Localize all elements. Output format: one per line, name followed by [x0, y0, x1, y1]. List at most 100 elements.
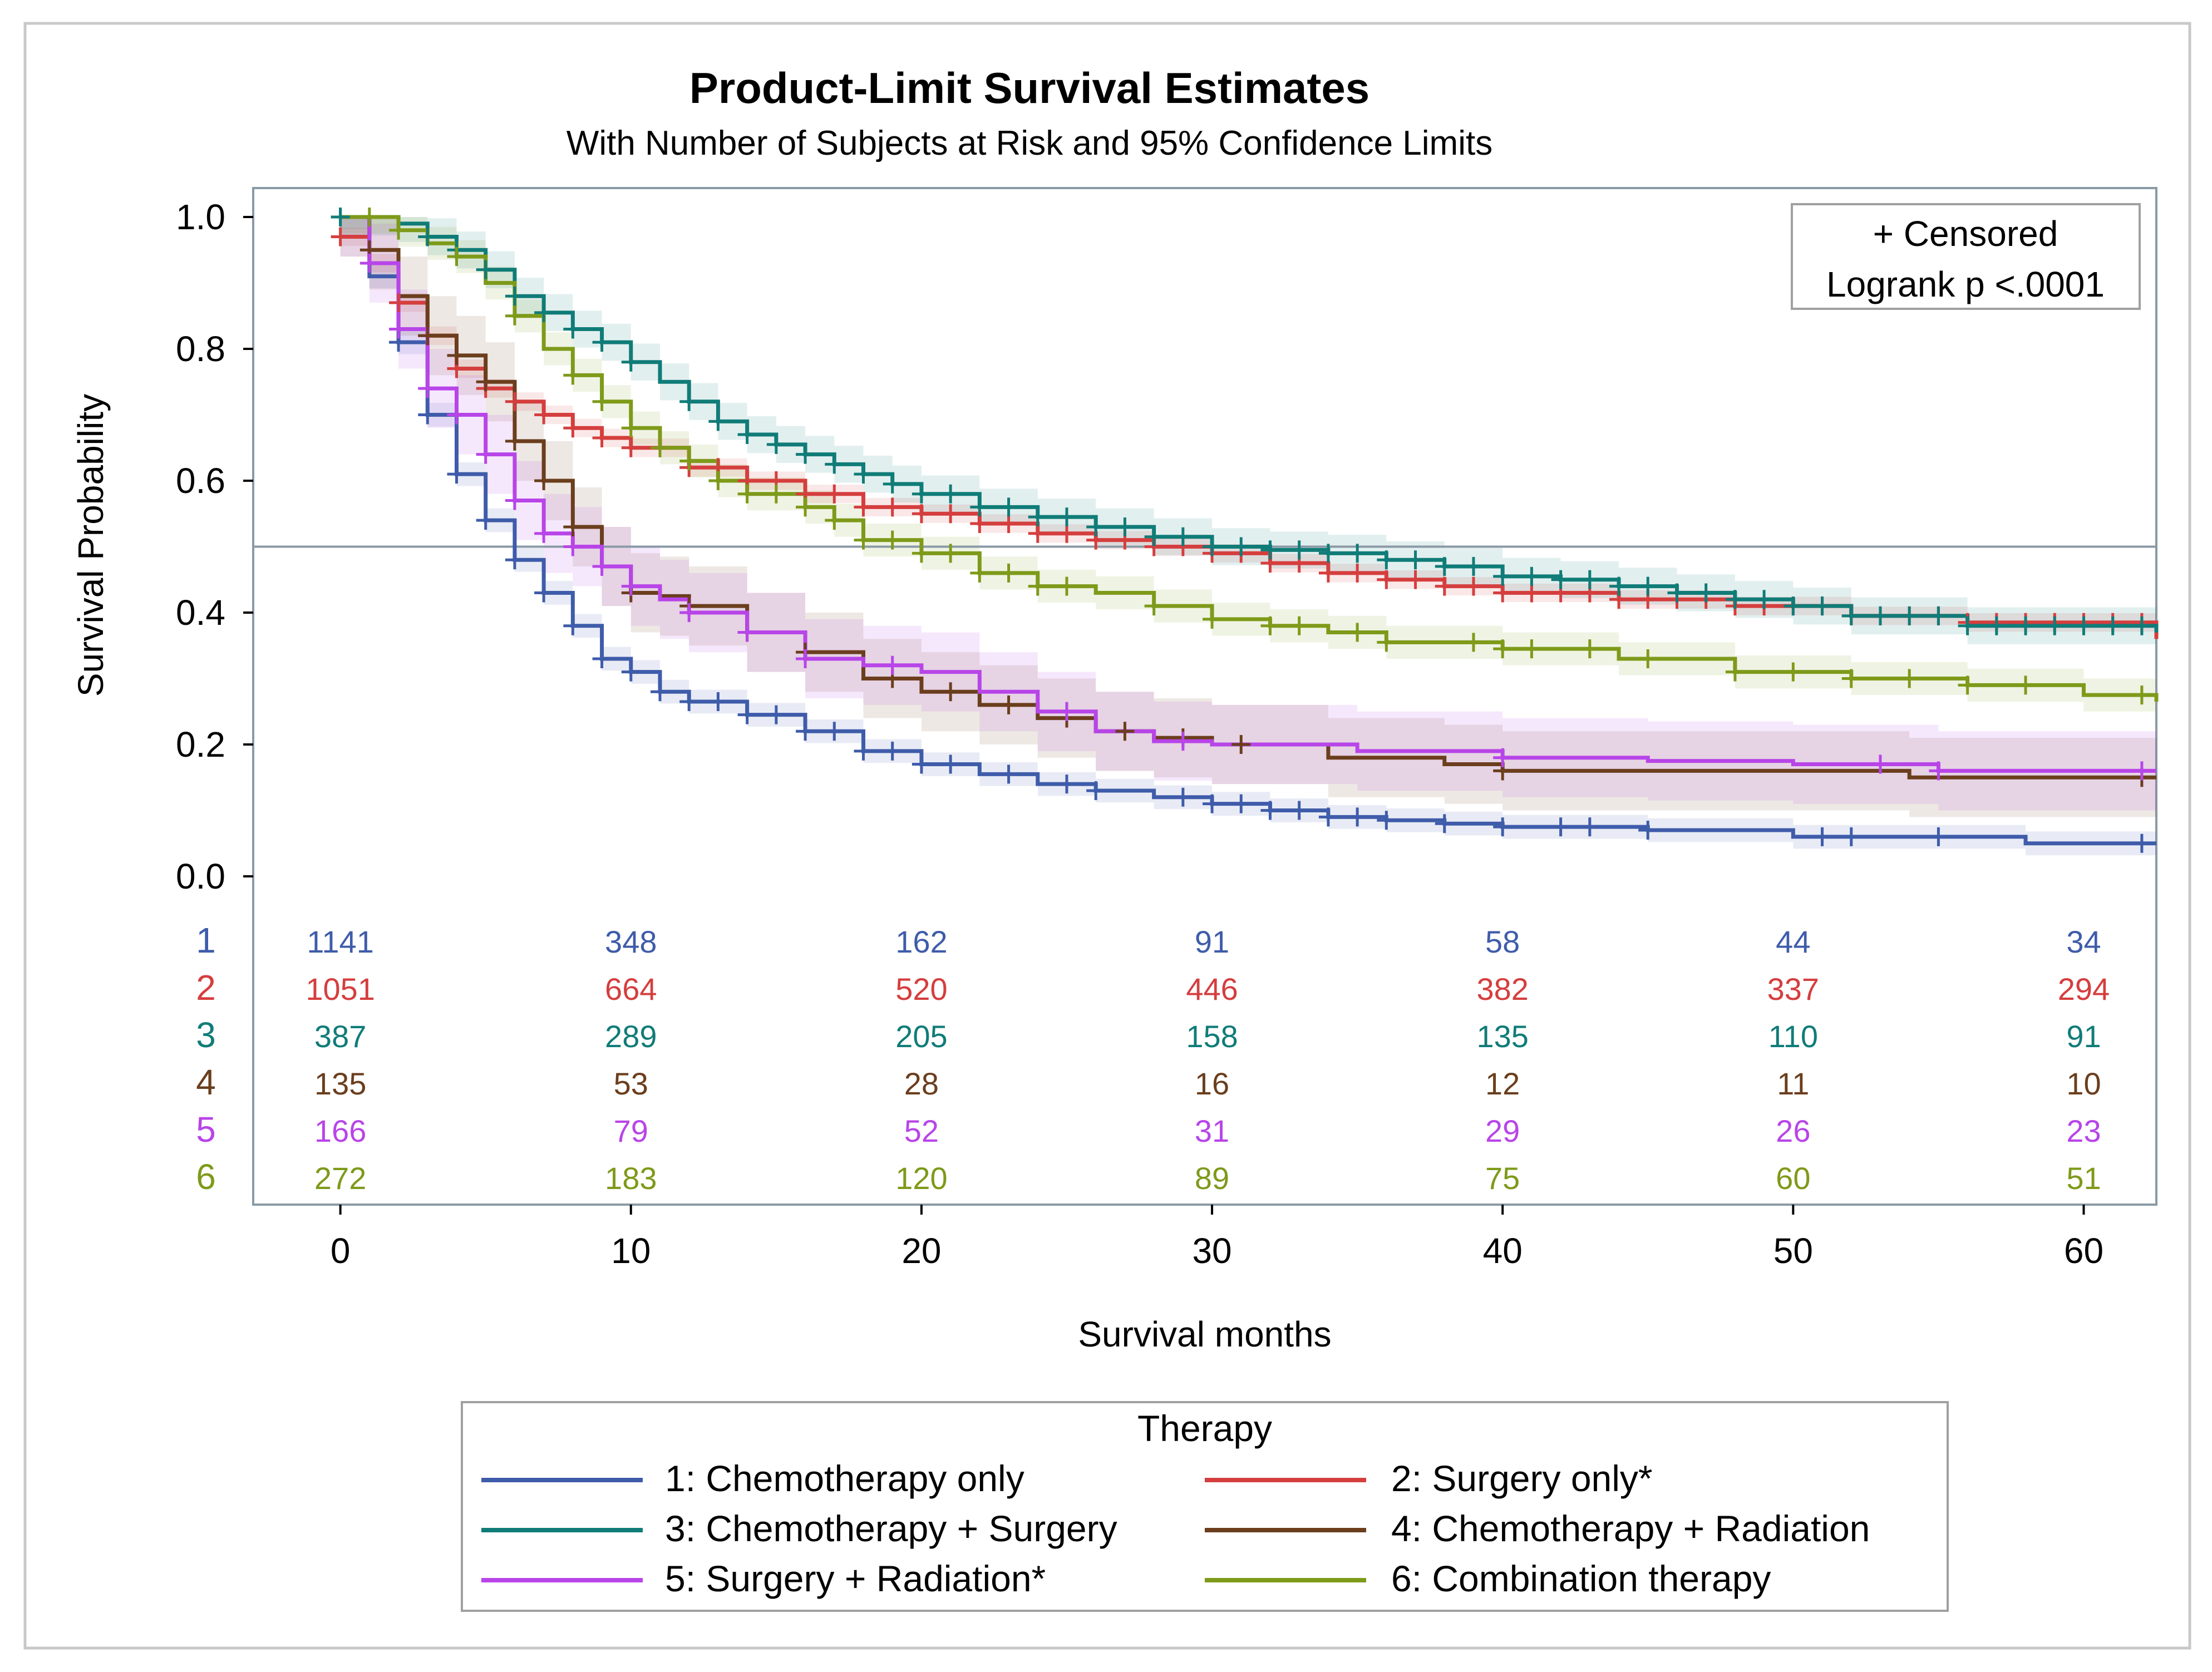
risk-count-3-1: 289	[605, 1019, 657, 1054]
censor-mark-6-37	[1958, 675, 1977, 695]
x-tick-label-4: 40	[1483, 1231, 1523, 1271]
censor-mark-3-54	[1987, 616, 2006, 635]
censor-mark-1-36	[1638, 821, 1658, 840]
risk-count-3-0: 387	[314, 1019, 366, 1054]
plot-frame	[252, 187, 2157, 1206]
censor-mark-3-48	[1812, 596, 1832, 616]
censor-mark-3-29	[1260, 540, 1280, 560]
censor-mark-6-22	[1144, 596, 1164, 616]
censor-mark-2-18	[883, 497, 902, 517]
censor-mark-1-39	[1929, 827, 1948, 846]
censor-mark-5-18	[1929, 761, 1948, 781]
legend-label-5: 5: Surgery + Radiation*	[665, 1558, 1046, 1599]
censor-mark-3-26	[1173, 527, 1193, 546]
censor-mark-3-38	[1522, 566, 1541, 586]
censor-mark-2-40	[1522, 583, 1541, 603]
censor-marks-1	[331, 208, 2151, 853]
legend-frame	[461, 1401, 1949, 1612]
censor-mark-5-5	[505, 491, 524, 510]
risk-count-4-4: 12	[1485, 1066, 1520, 1101]
risk-count-1-4: 58	[1485, 924, 1520, 959]
censor-mark-3-34	[1406, 550, 1425, 570]
censor-mark-1-23	[1086, 781, 1106, 800]
censor-mark-3-50	[1870, 606, 1890, 625]
confidence-band-3	[340, 217, 2157, 651]
censor-mark-3-14	[825, 455, 844, 474]
risk-count-1-6: 34	[2066, 924, 2101, 959]
censor-mark-6-35	[1841, 669, 1861, 688]
censor-mark-1-37	[1812, 827, 1832, 846]
risk-count-1-0: 1141	[307, 924, 373, 959]
censor-mark-3-40	[1580, 570, 1599, 589]
y-tick-label-0: 0.0	[176, 856, 225, 896]
legend: Therapy 1: Chemotherapy only 2: Surgery o…	[461, 1401, 1949, 1612]
censor-mark-6-6	[621, 418, 641, 438]
censor-mark-3-19	[970, 497, 989, 517]
censor-mark-5-0	[359, 253, 379, 273]
censor-mark-1-18	[883, 741, 902, 761]
inset-box: + Censored Logrank p <.0001	[1791, 203, 2141, 310]
x-tick-label-3: 30	[1192, 1231, 1231, 1271]
risk-count-2-2: 520	[895, 971, 947, 1007]
censor-mark-6-2	[447, 247, 466, 267]
risk-count-4-6: 10	[2066, 1066, 2101, 1101]
censor-mark-3-1	[418, 227, 437, 246]
plot-area: 0.0 0.2 0.4 0.6 0.8 1.0 0 10 20 30 40 50 60 1 1141 348 1…	[176, 187, 2159, 1271]
censor-mark-6-17	[941, 544, 960, 563]
censor-mark-1-9	[621, 662, 641, 682]
censor-mark-1-14	[766, 705, 786, 724]
y-tick-label-2: 0.4	[176, 593, 225, 633]
censor-mark-1-17	[854, 741, 873, 761]
censor-mark-3-27	[1203, 537, 1222, 556]
censor-mark-3-25	[1144, 527, 1164, 546]
censor-mark-1-22	[1057, 775, 1076, 794]
risk-group-label-4: 4	[196, 1062, 216, 1102]
censor-mark-3-36	[1464, 557, 1483, 576]
censor-mark-3-7	[592, 333, 612, 352]
censor-mark-2-6	[534, 405, 554, 425]
censor-mark-1-11	[679, 692, 699, 711]
censor-mark-2-17	[854, 497, 873, 517]
legend-label-1: 1: Chemotherapy only	[665, 1458, 1024, 1499]
censor-mark-1-29	[1318, 807, 1338, 827]
censor-mark-4-5	[534, 471, 554, 490]
x-tick-label-1: 10	[611, 1231, 651, 1271]
censor-mark-5-14	[1057, 702, 1076, 721]
legend-label-2: 2: Surgery only*	[1391, 1458, 1653, 1499]
censor-mark-5-16	[1493, 748, 1513, 767]
censor-mark-3-52	[1929, 606, 1948, 625]
censor-mark-3-21	[1028, 507, 1047, 527]
censor-mark-2-33	[1318, 563, 1338, 583]
censor-mark-5-7	[563, 537, 583, 556]
censor-mark-1-5	[505, 550, 524, 570]
legend-title: Therapy	[1137, 1408, 1272, 1449]
censor-mark-4-15	[1115, 722, 1135, 741]
risk-count-4-3: 16	[1195, 1066, 1229, 1101]
censor-mark-3-22	[1057, 507, 1076, 527]
censor-mark-5-13	[883, 655, 902, 675]
censor-mark-6-24	[1260, 616, 1280, 635]
censor-mark-3-5	[534, 303, 554, 322]
censor-mark-3-56	[2045, 616, 2065, 635]
censor-mark-2-35	[1377, 570, 1396, 589]
censor-mark-3-24	[1115, 517, 1135, 536]
censor-mark-3-53	[1958, 616, 1977, 635]
censor-mark-6-14	[854, 530, 873, 550]
risk-count-3-6: 91	[2066, 1019, 2101, 1054]
censor-mark-1-6	[534, 583, 554, 603]
risk-count-2-5: 337	[1767, 971, 1819, 1007]
risk-count-4-0: 135	[314, 1066, 366, 1101]
censor-mark-1-32	[1435, 814, 1454, 833]
censor-mark-1-10	[650, 682, 669, 702]
censor-mark-5-4	[476, 445, 495, 464]
censor-mark-6-33	[1725, 662, 1745, 682]
risk-count-6-4: 75	[1485, 1161, 1520, 1196]
censor-mark-2-9	[621, 438, 641, 457]
chart-subtitle: With Number of Subjects at Risk and 95% …	[566, 124, 1492, 162]
censor-mark-2-22	[999, 514, 1018, 534]
risk-count-5-5: 26	[1776, 1113, 1810, 1148]
censor-mark-5-15	[1173, 732, 1193, 751]
censor-mark-1-35	[1580, 817, 1599, 837]
censor-mark-3-8	[621, 352, 641, 372]
